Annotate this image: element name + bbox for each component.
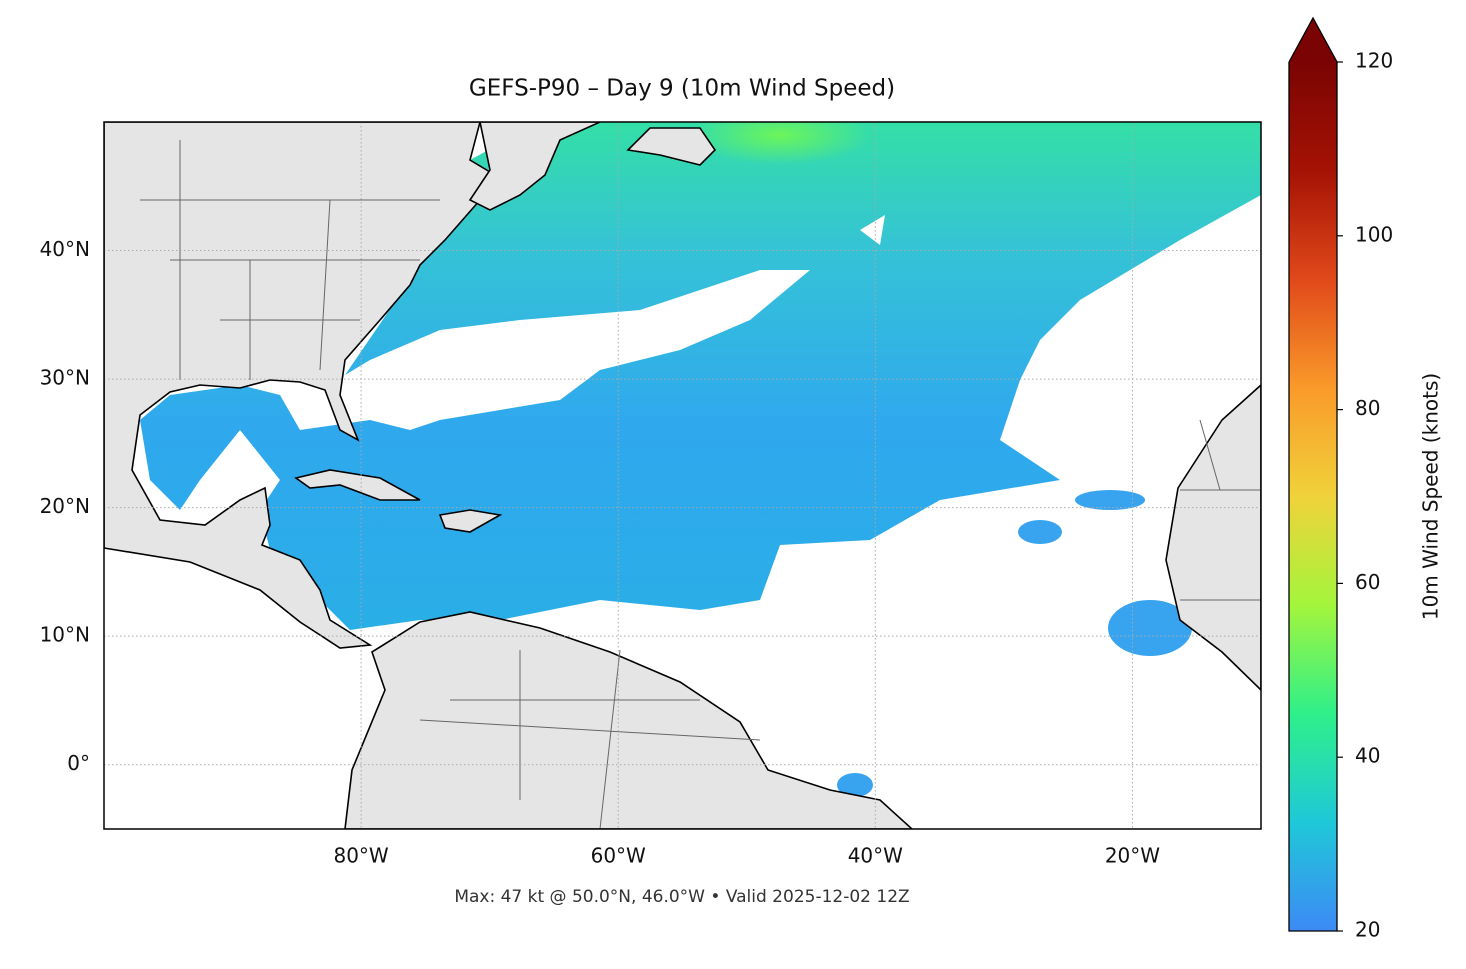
- wind-patch: [1075, 490, 1145, 510]
- colorbar-scale: [1289, 62, 1337, 931]
- colorbar-tick-label: 40: [1355, 744, 1380, 768]
- footer: Max: 47 kt @ 50.0°N, 46.0°W • Valid 2025…: [454, 887, 909, 907]
- south-america: [344, 611, 914, 829]
- calm-area: [860, 215, 885, 245]
- chart-title: GEFS-P90 – Day 9 (10m Wind Speed): [469, 76, 895, 102]
- colorbar: 20 40 60 80 100 120 10m Wind Speed (knots): [1288, 16, 1443, 942]
- canada-east: [468, 122, 601, 211]
- map: [104, 122, 1261, 829]
- colorbar-tick-label: 100: [1355, 222, 1393, 246]
- x-tick-label: 60°W: [591, 844, 646, 868]
- wind-patch: [1018, 520, 1062, 544]
- y-tick-label: 20°N: [40, 494, 90, 518]
- borders: [140, 140, 1261, 829]
- hispaniola: [438, 509, 503, 533]
- plot-frame: [103, 121, 1262, 830]
- wind-max-area: [690, 122, 870, 165]
- north-america: [104, 122, 497, 649]
- colorbar-frame: [1288, 16, 1338, 932]
- wind-patch: [1108, 600, 1192, 656]
- colorbar-extend: [1289, 18, 1337, 62]
- y-tick-label: 40°N: [40, 237, 90, 261]
- colorbar-tick-label: 80: [1355, 396, 1380, 420]
- x-tick-label: 40°W: [848, 844, 903, 868]
- x-tick-label: 20°W: [1105, 844, 1160, 868]
- x-tick-label: 80°W: [333, 844, 388, 868]
- africa: [1165, 383, 1261, 692]
- colorbar-label: 10m Wind Speed (knots): [1419, 373, 1443, 620]
- y-tick-label: 30°N: [40, 366, 90, 390]
- cuba: [294, 469, 421, 501]
- grid: [104, 122, 1261, 829]
- wind-patch: [837, 773, 873, 797]
- colorbar-tick-label: 60: [1355, 570, 1380, 594]
- newfoundland: [626, 127, 717, 166]
- wind-field: [140, 122, 1261, 630]
- colorbar-tick-label: 20: [1355, 918, 1380, 942]
- y-tick-label: 0°: [67, 751, 90, 775]
- y-tick-label: 10°N: [40, 623, 90, 647]
- colorbar-tick-label: 120: [1355, 49, 1393, 73]
